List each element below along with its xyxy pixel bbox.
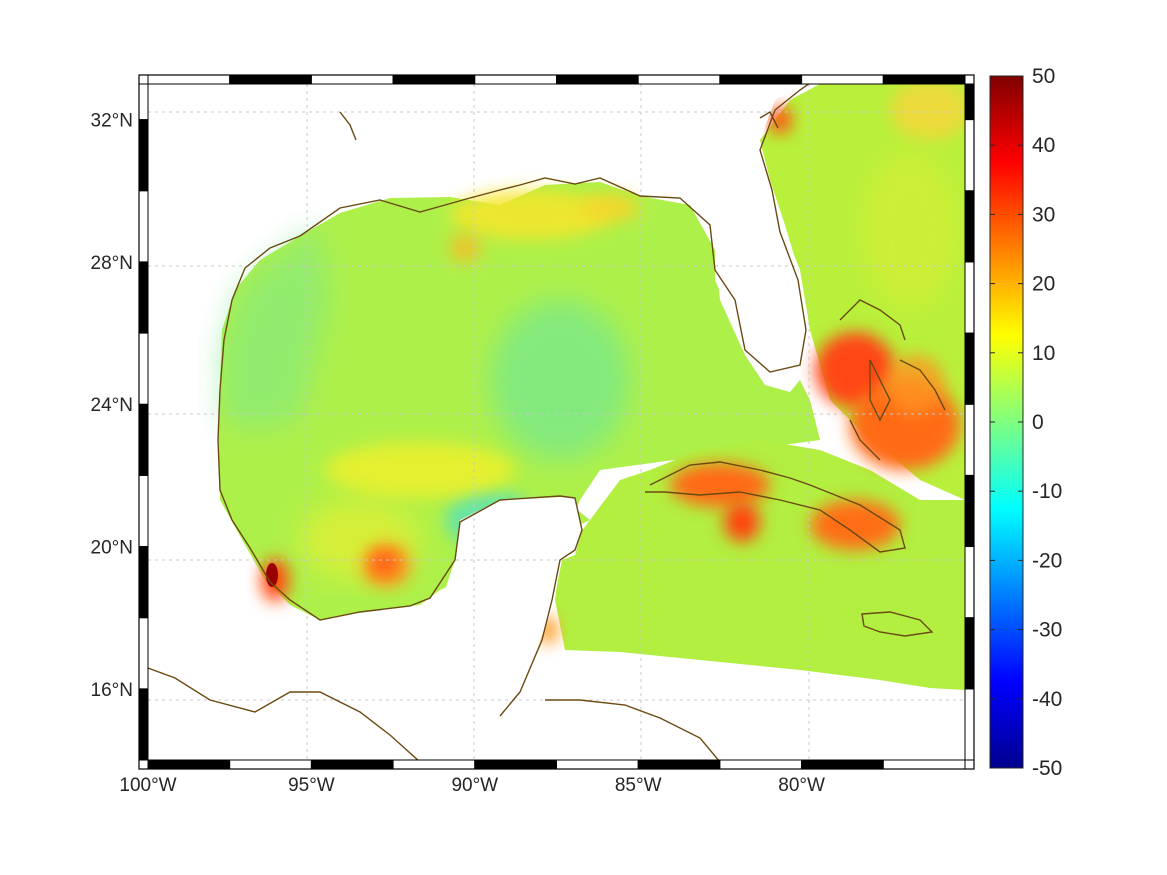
frame-segment-left <box>138 474 149 548</box>
frame-segment-left <box>138 688 149 761</box>
y-tick-label: 24°N <box>91 395 133 416</box>
map-area <box>148 84 965 760</box>
x-tick-label: 85°W <box>615 775 662 796</box>
frame-segment-bottom <box>882 759 966 770</box>
colorbar-gradient <box>989 75 1024 769</box>
colorbar-tick-label: -30 <box>1032 619 1062 642</box>
frame-segment-right <box>964 190 975 263</box>
frame-segment-top <box>801 74 884 85</box>
frame-segment-left <box>138 190 149 263</box>
frame-segment-left <box>138 83 149 121</box>
colorbar: 50 40 30 20 10 0 -10 -20 -30 -40 -50 <box>989 65 1062 780</box>
frame-segment-top <box>147 74 231 85</box>
y-tick-label: 16°N <box>91 680 133 701</box>
frame-segment-top <box>882 74 966 85</box>
y-tick-label: 32°N <box>91 111 133 132</box>
frame-segment-left <box>138 119 149 192</box>
gulf-field <box>218 182 820 620</box>
frame-segment-right <box>964 83 975 121</box>
frame-segment-bottom <box>392 759 476 770</box>
frame-segment-bottom <box>474 759 557 770</box>
x-tick-labels: 100°W 95°W 90°W 85°W 80°W <box>119 775 825 796</box>
frame-segment-bottom <box>719 759 803 770</box>
frame-segment-right <box>964 474 975 548</box>
land <box>148 84 808 760</box>
frame-segment-right <box>964 332 975 405</box>
colorbar-tick-label: -40 <box>1032 688 1062 711</box>
frame-segment-left <box>138 332 149 405</box>
x-tick-label: 80°W <box>778 775 825 796</box>
colorbar-tick-label: 50 <box>1032 65 1055 88</box>
frame-segment-left <box>138 617 149 690</box>
frame-segment-bottom <box>801 759 884 770</box>
frame-segment-top <box>392 74 476 85</box>
frame-segment-bottom <box>637 759 721 770</box>
hot-spots <box>261 106 960 644</box>
frame-segment-bottom <box>229 759 312 770</box>
frame-segment-right <box>964 403 975 476</box>
x-tick-label: 95°W <box>288 775 335 796</box>
frame-segment-right <box>964 617 975 690</box>
frame-segment-top <box>229 74 312 85</box>
colorbar-ticks: 50 40 30 20 10 0 -10 -20 -30 -40 -50 <box>990 65 1062 780</box>
frame-segment-right <box>964 119 975 192</box>
colorbar-tick-label: 0 <box>1032 411 1044 434</box>
frame-segment-left <box>138 403 149 476</box>
x-tick-label: 90°W <box>451 775 498 796</box>
colorbar-tick-label: -50 <box>1032 757 1062 780</box>
frame-segment-right <box>964 546 975 619</box>
frame-outline <box>138 74 975 770</box>
frame-segment-left <box>138 546 149 619</box>
frame-segment-top <box>310 74 394 85</box>
coastlines <box>148 84 946 760</box>
map-frame <box>138 74 975 770</box>
y-tick-label: 20°N <box>91 538 133 559</box>
frame-segment-top <box>637 74 721 85</box>
frame-segment-top <box>719 74 803 85</box>
frame-segment-top <box>556 74 639 85</box>
frame-segment-bottom <box>310 759 394 770</box>
frame-segment-left <box>138 261 149 334</box>
frame-segment-bottom <box>147 759 231 770</box>
frame-segment-right <box>964 261 975 334</box>
x-tick-label: 100°W <box>119 775 176 796</box>
y-tick-labels: 32°N 28°N 24°N 20°N 16°N <box>91 111 133 701</box>
colorbar-tick-label: 20 <box>1032 273 1055 296</box>
colorbar-tick-label: 40 <box>1032 134 1055 157</box>
y-tick-label: 28°N <box>91 253 133 274</box>
colorbar-tick-label: -20 <box>1032 549 1062 572</box>
frame-segment-bottom <box>556 759 639 770</box>
colorbar-tick-label: 30 <box>1032 203 1055 226</box>
colorbar-tick-label: 10 <box>1032 342 1055 365</box>
frame-segment-right <box>964 688 975 761</box>
colorbar-tick-label: -10 <box>1032 480 1062 503</box>
frame-segment-top <box>474 74 557 85</box>
